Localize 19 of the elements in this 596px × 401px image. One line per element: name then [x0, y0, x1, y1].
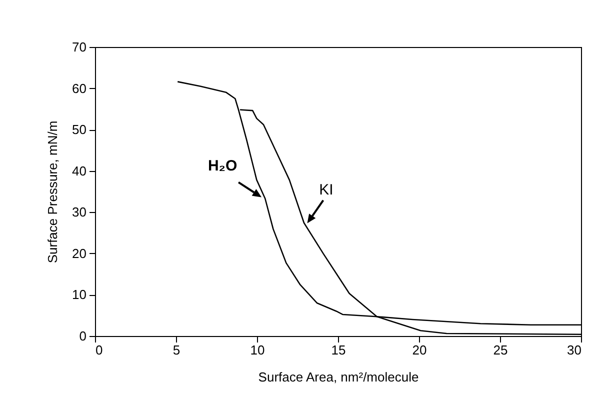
- y-tick-label: 30: [72, 204, 86, 220]
- y-tick-label: 40: [72, 163, 86, 178]
- y-tick-label: 70: [72, 40, 86, 54]
- x-tick-label: 25: [493, 342, 508, 358]
- x-tick-label: 0: [96, 342, 103, 358]
- y-tick-label: 20: [72, 246, 86, 261]
- x-tick-label: 20: [412, 342, 427, 358]
- x-tick-label: 15: [331, 342, 346, 358]
- x-tick-label: 10: [250, 342, 265, 358]
- x-tick-label: 30: [567, 342, 582, 358]
- y-axis-title: Surface Pressure, mN/m: [45, 120, 60, 264]
- x-tick-label: 5: [172, 342, 180, 358]
- y-tick-label: 50: [72, 122, 86, 138]
- x-axis-title: Surface Area, nm²/molecule: [258, 370, 419, 384]
- y-tick-label: 0: [79, 328, 86, 344]
- y-tick-label: 60: [72, 80, 86, 96]
- series-label: H₂O: [208, 157, 238, 174]
- y-tick-label: 10: [72, 287, 86, 302]
- series-label: KI: [319, 181, 334, 198]
